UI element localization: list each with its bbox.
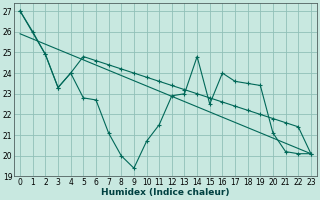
X-axis label: Humidex (Indice chaleur): Humidex (Indice chaleur) [101, 188, 230, 197]
